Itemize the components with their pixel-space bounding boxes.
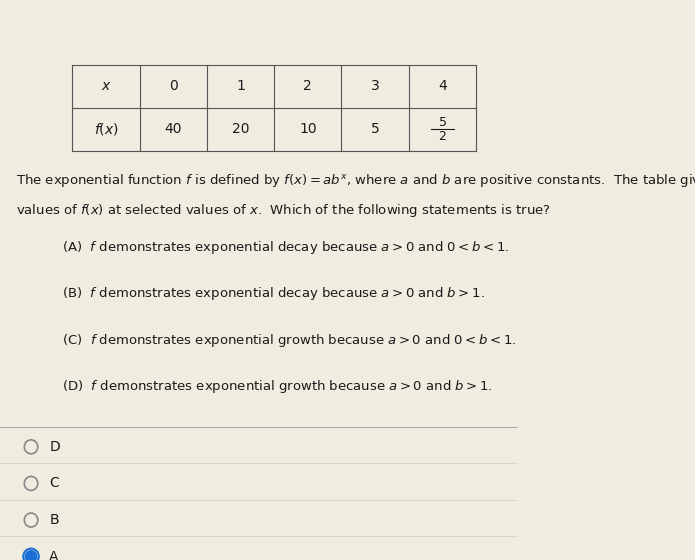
Text: 3: 3: [370, 79, 379, 93]
Circle shape: [25, 550, 37, 560]
Text: 0: 0: [169, 79, 178, 93]
Text: 20: 20: [232, 122, 250, 136]
Text: (A)  $f$ demonstrates exponential decay because $a > 0$ and $0 < b < 1$.: (A) $f$ demonstrates exponential decay b…: [62, 239, 509, 256]
Text: 5: 5: [370, 122, 379, 136]
Text: values of $f(x)$ at selected values of $x$.  Which of the following statements i: values of $f(x)$ at selected values of $…: [15, 202, 550, 220]
Text: B: B: [49, 513, 59, 527]
Text: $f(x)$: $f(x)$: [94, 121, 118, 137]
Text: 10: 10: [299, 122, 317, 136]
Text: (C)  $f$ demonstrates exponential growth because $a > 0$ and $0 < b < 1$.: (C) $f$ demonstrates exponential growth …: [62, 332, 516, 349]
Text: $2$: $2$: [438, 130, 447, 143]
Text: 2: 2: [304, 79, 312, 93]
Text: (D)  $f$ demonstrates exponential growth because $a > 0$ and $b > 1$.: (D) $f$ demonstrates exponential growth …: [62, 378, 493, 395]
Text: $x$: $x$: [101, 79, 111, 93]
Text: 1: 1: [236, 79, 245, 93]
Text: 4: 4: [438, 79, 447, 93]
Text: D: D: [49, 440, 60, 454]
Text: C: C: [49, 477, 59, 491]
Text: $5$: $5$: [438, 116, 447, 129]
Text: (B)  $f$ demonstrates exponential decay because $a > 0$ and $b > 1$.: (B) $f$ demonstrates exponential decay b…: [62, 285, 485, 302]
Text: 40: 40: [165, 122, 182, 136]
Text: The exponential function $f$ is defined by $f(x) = ab^x$, where $a$ and $b$ are : The exponential function $f$ is defined …: [15, 172, 695, 189]
Text: A: A: [49, 550, 58, 560]
